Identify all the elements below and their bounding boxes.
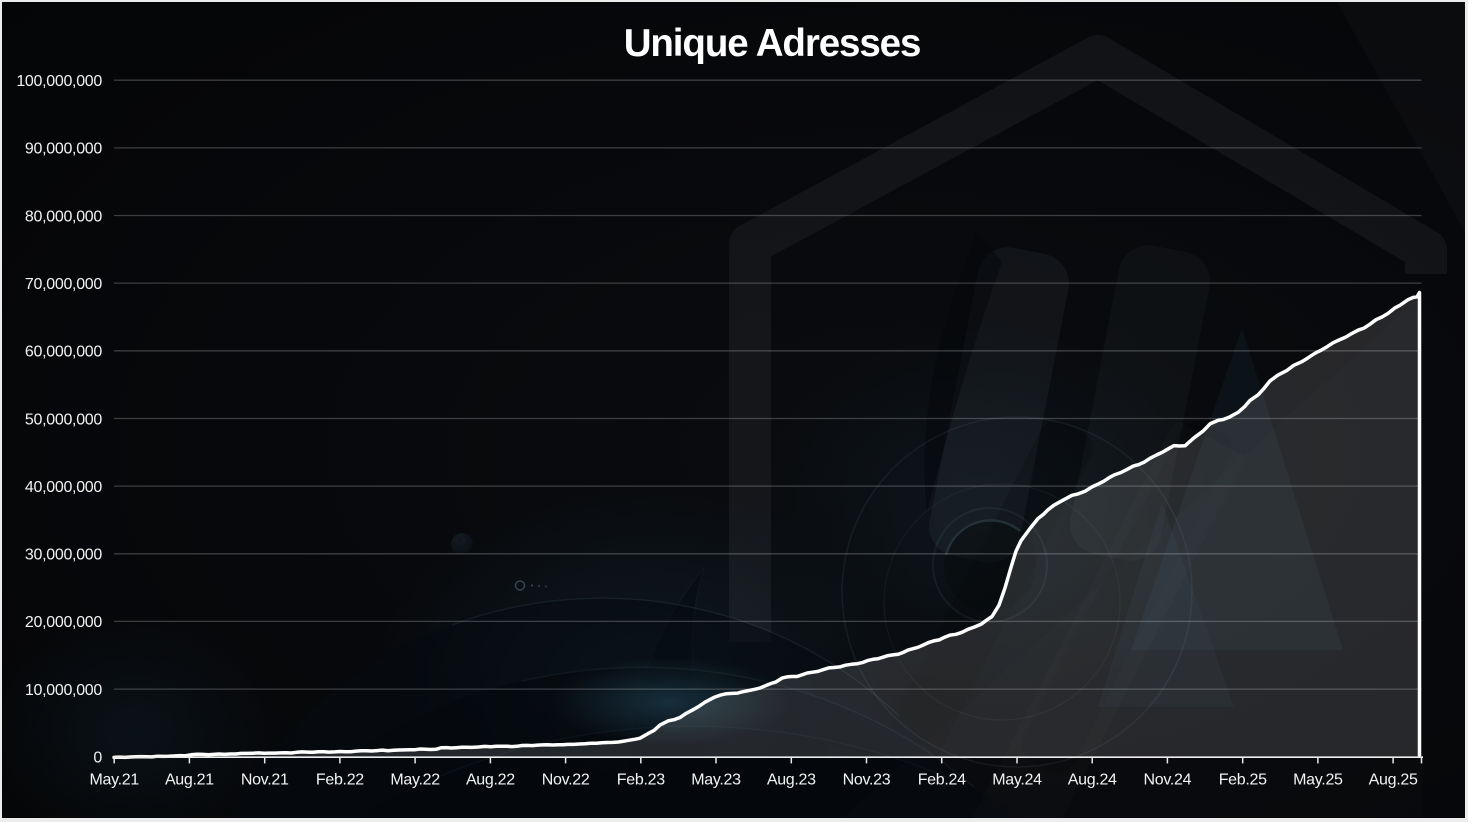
svg-text:Nov.24: Nov.24	[1144, 771, 1192, 788]
svg-text:Aug.23: Aug.23	[767, 771, 816, 788]
svg-text:90,000,000: 90,000,000	[25, 141, 102, 158]
svg-text:May.24: May.24	[992, 771, 1042, 788]
svg-text:0: 0	[93, 750, 102, 767]
svg-text:Nov.21: Nov.21	[241, 771, 289, 788]
svg-text:60,000,000: 60,000,000	[25, 344, 102, 361]
svg-text:100,000,000: 100,000,000	[16, 73, 102, 90]
svg-text:Aug.24: Aug.24	[1068, 771, 1117, 788]
svg-text:Feb.24: Feb.24	[918, 771, 966, 788]
svg-text:May.25: May.25	[1293, 771, 1343, 788]
svg-text:Aug.25: Aug.25	[1369, 771, 1418, 788]
svg-text:40,000,000: 40,000,000	[25, 479, 102, 496]
svg-text:Feb.25: Feb.25	[1219, 771, 1267, 788]
svg-text:70,000,000: 70,000,000	[25, 276, 102, 293]
svg-text:Nov.22: Nov.22	[542, 771, 590, 788]
svg-text:May.21: May.21	[89, 771, 139, 788]
svg-text:50,000,000: 50,000,000	[25, 411, 102, 428]
svg-text:20,000,000: 20,000,000	[25, 614, 102, 631]
svg-text:May.22: May.22	[390, 771, 440, 788]
svg-text:Feb.23: Feb.23	[617, 771, 665, 788]
svg-text:Unique Adresses: Unique Adresses	[624, 22, 921, 65]
svg-text:Feb.22: Feb.22	[316, 771, 364, 788]
svg-text:Aug.22: Aug.22	[466, 771, 515, 788]
svg-text:Nov.23: Nov.23	[843, 771, 891, 788]
svg-text:30,000,000: 30,000,000	[25, 547, 102, 564]
svg-text:Aug.21: Aug.21	[165, 771, 214, 788]
svg-text:May.23: May.23	[691, 771, 741, 788]
svg-text:10,000,000: 10,000,000	[25, 682, 102, 699]
svg-text:80,000,000: 80,000,000	[25, 208, 102, 225]
